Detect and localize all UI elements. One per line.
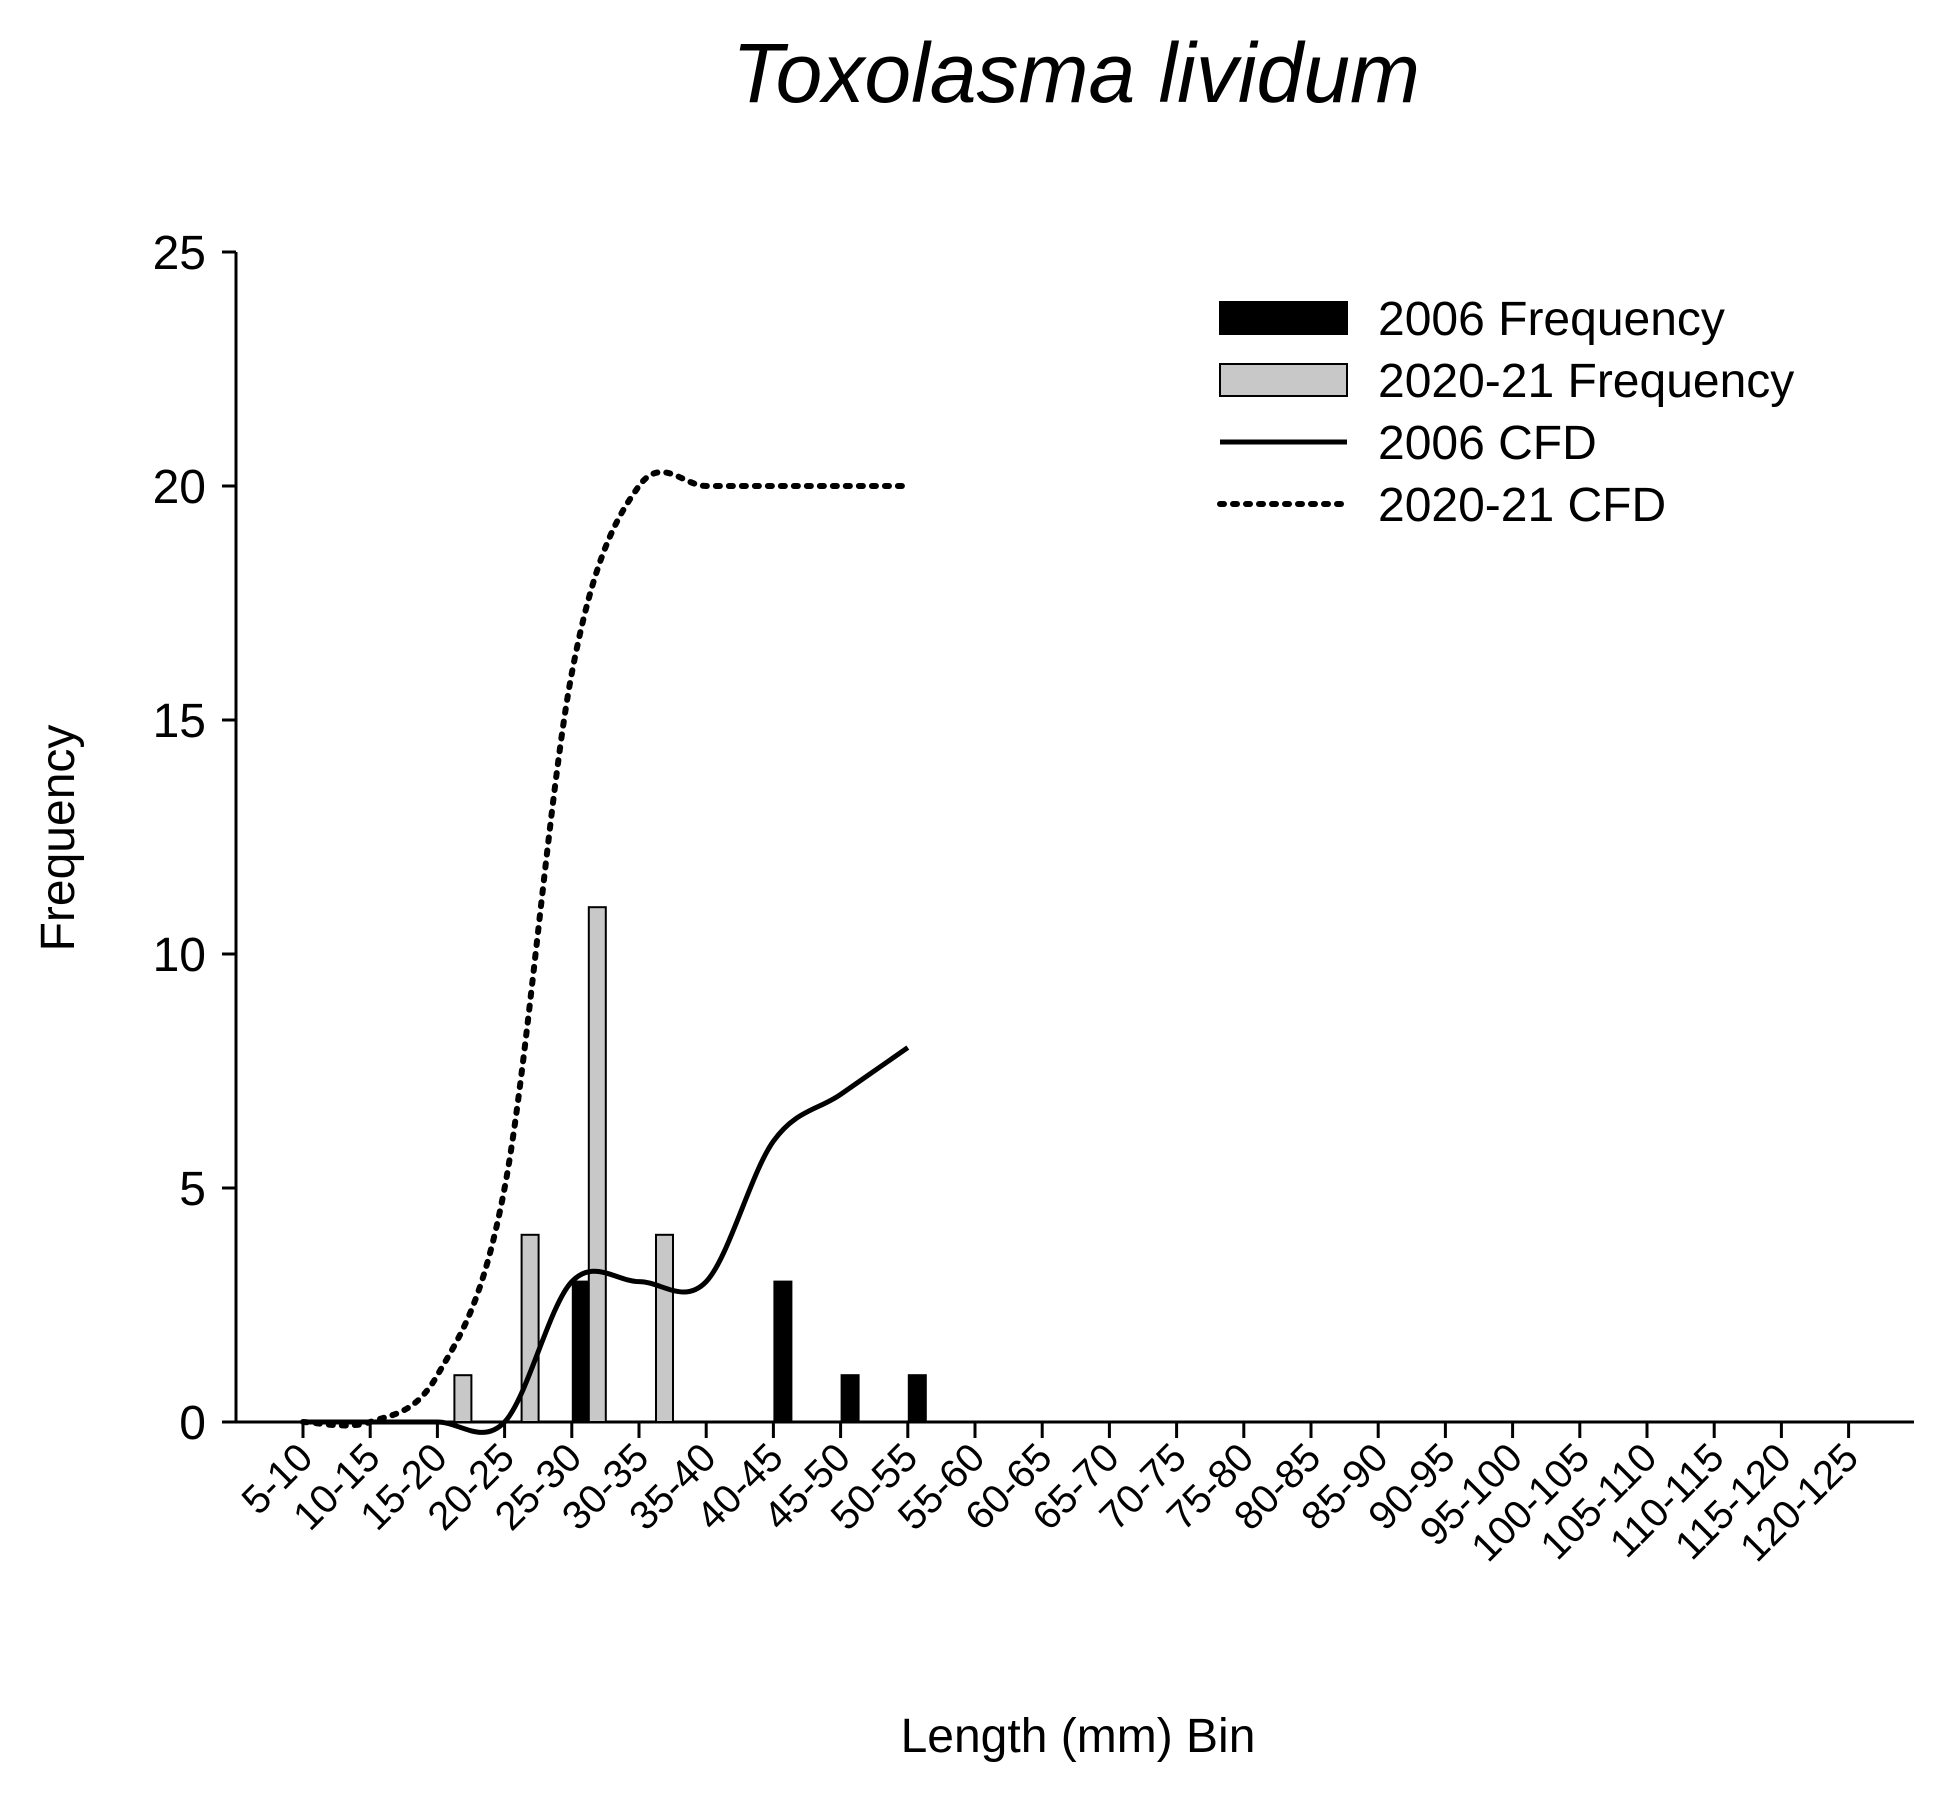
- bar-2006-frequency: [571, 1280, 591, 1423]
- legend-2006-frequency-label: 2006 Frequency: [1378, 293, 1725, 346]
- legend-2020-21-frequency-label: 2020-21 Frequency: [1378, 355, 1794, 408]
- bar-2006-frequency: [840, 1374, 860, 1423]
- bars: [453, 906, 927, 1424]
- y-axis: 0 5 10 15 20 25: [153, 227, 238, 1450]
- bar-2006-frequency: [907, 1374, 927, 1423]
- legend-2020-21-cfd-label: 2020-21 CFD: [1378, 479, 1666, 532]
- line-2006-cfd: [303, 1045, 910, 1435]
- line-2020-21-cfd: [300, 469, 911, 1429]
- bar-2020-21-frequency: [587, 906, 607, 1423]
- x-axis-label: Length (mm) Bin: [901, 1710, 1256, 1763]
- x-axis: 5-1010-1515-2020-2525-3030-3535-4040-454…: [234, 1420, 1914, 1570]
- y-tick-label: 0: [179, 1397, 206, 1450]
- legend: 2006 Frequency 2020-21 Frequency 2006 CFD 2…: [1217, 293, 1794, 532]
- legend-swatch-2006-frequency: [1219, 301, 1348, 335]
- cfd-lines: [300, 469, 911, 1435]
- y-tick-label: 10: [153, 929, 206, 982]
- bar-2020-21-frequency: [453, 1374, 473, 1423]
- y-tick-label: 25: [153, 227, 206, 280]
- chart-title: Toxolasma lividum: [732, 26, 1420, 120]
- legend-swatch-2020-21-frequency: [1219, 363, 1348, 397]
- y-tick-label: 5: [179, 1163, 206, 1216]
- legend-2006-cfd-label: 2006 CFD: [1378, 417, 1597, 470]
- y-tick-label: 20: [153, 461, 206, 514]
- y-axis-label: Frequency: [32, 725, 85, 952]
- bar-2020-21-frequency: [655, 1233, 674, 1424]
- bar-2020-21-frequency: [520, 1233, 540, 1424]
- y-tick-label: 15: [153, 695, 206, 748]
- bar-2006-frequency: [773, 1280, 793, 1423]
